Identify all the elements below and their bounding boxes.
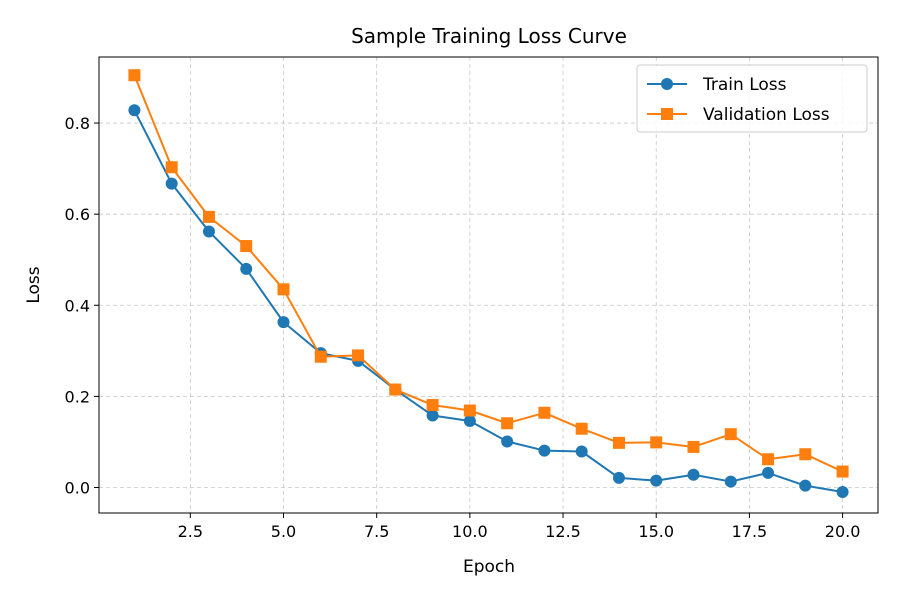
- series-line-1: [133, 74, 844, 473]
- data-point: [687, 440, 700, 453]
- x-tick-label: 15.0: [638, 522, 674, 541]
- y-axis-label: Loss: [24, 266, 44, 303]
- data-point: [538, 444, 551, 457]
- data-point: [799, 448, 812, 461]
- x-tick-label: 17.5: [732, 522, 768, 541]
- x-tick-label: 20.0: [825, 522, 861, 541]
- legend-label-train: Train Loss: [702, 75, 787, 95]
- data-point: [352, 349, 365, 362]
- legend-label-validation: Validation Loss: [703, 105, 830, 125]
- data-point: [463, 404, 476, 417]
- data-point: [463, 414, 476, 427]
- data-point: [277, 283, 290, 296]
- data-point: [128, 69, 141, 82]
- y-tick-label: 0.6: [65, 205, 90, 224]
- data-point: [836, 486, 849, 499]
- x-tick-label: 10.0: [452, 522, 488, 541]
- data-point: [538, 406, 551, 419]
- data-point: [836, 465, 849, 478]
- data-point: [426, 399, 439, 412]
- ticks: 2.5 5.0 7.5 10.0 12.5 15.0 17.5 20.0 0.0 0.2 0.4 0.…: [65, 114, 861, 541]
- legend-box: [636, 64, 868, 133]
- data-point: [314, 350, 327, 363]
- data-point: [762, 466, 775, 479]
- series-layer: [128, 69, 849, 499]
- x-tick-label: 12.5: [545, 522, 581, 541]
- series-line-0: [133, 109, 843, 494]
- x-tick-label: 2.5: [178, 522, 203, 541]
- y-tick-label: 0.4: [65, 296, 90, 315]
- legend-marker-validation: [661, 108, 673, 120]
- legend-marker-train: [661, 78, 673, 90]
- plot-frame: [98, 56, 879, 514]
- data-point: [762, 453, 775, 466]
- data-point: [165, 161, 178, 174]
- data-point: [165, 177, 178, 190]
- data-point: [202, 225, 215, 238]
- data-point: [650, 436, 663, 449]
- data-point: [277, 316, 290, 329]
- data-point: [575, 445, 588, 458]
- data-point: [575, 422, 588, 435]
- x-tick-label: 7.5: [364, 522, 389, 541]
- data-point: [128, 104, 141, 117]
- x-tick-label: 5.0: [271, 522, 296, 541]
- data-point: [799, 479, 812, 492]
- data-point: [650, 474, 663, 487]
- data-point: [202, 210, 215, 223]
- data-point: [724, 428, 737, 441]
- data-point: [501, 435, 514, 448]
- x-axis-label: Epoch: [463, 557, 515, 577]
- legend: Train Loss Validation Loss: [636, 64, 868, 133]
- chart-title: Sample Training Loss Curve: [351, 24, 627, 48]
- grid: [99, 57, 878, 513]
- y-tick-label: 0.0: [65, 478, 90, 497]
- data-point: [501, 417, 514, 430]
- data-point: [240, 240, 253, 253]
- data-point: [687, 468, 700, 481]
- data-point: [612, 471, 625, 484]
- data-point: [240, 262, 253, 275]
- y-tick-label: 0.2: [65, 387, 90, 406]
- data-point: [389, 383, 402, 396]
- y-tick-label: 0.8: [65, 114, 90, 133]
- data-point: [426, 409, 439, 422]
- data-point: [724, 475, 737, 488]
- data-point: [612, 436, 625, 449]
